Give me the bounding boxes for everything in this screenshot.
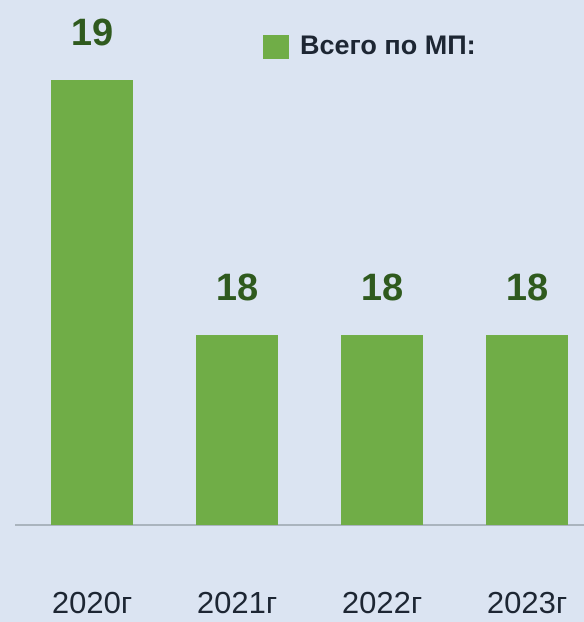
data-label: 18 [361, 267, 403, 309]
bar [196, 335, 278, 525]
legend-label: Всего по МП: [300, 30, 476, 60]
data-label: 19 [71, 12, 113, 54]
bar [486, 335, 568, 525]
data-label: 18 [216, 267, 258, 309]
bar [341, 335, 423, 525]
x-tick-label: 2021г [197, 585, 277, 620]
x-tick-label: 2023г [487, 585, 567, 620]
x-tick-label: 2020г [52, 585, 132, 620]
x-tick-label: 2022г [342, 585, 422, 620]
bar [51, 80, 133, 525]
legend-swatch [263, 35, 289, 59]
data-label: 18 [506, 267, 548, 309]
